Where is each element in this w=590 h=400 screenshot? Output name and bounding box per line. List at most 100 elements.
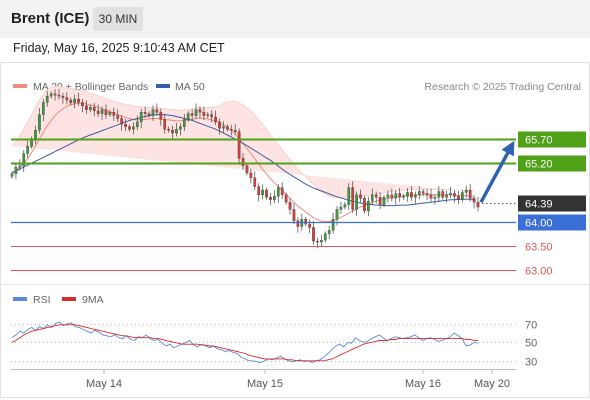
candle (312, 227, 315, 242)
x-axis-ticks: May 14 May 15 May 16 May 20 (86, 369, 510, 390)
title-bar: Brent (ICE) 30 MIN (0, 0, 590, 38)
candle (265, 189, 268, 198)
candle (202, 112, 206, 116)
candle (120, 118, 123, 125)
candle (355, 194, 358, 210)
candle (249, 172, 253, 178)
rsi-9ma-line (11, 324, 478, 362)
x-tick-label-may-20: May 20 (474, 378, 510, 390)
candle (331, 219, 335, 231)
candle (135, 121, 139, 127)
candle (284, 194, 288, 203)
levels: 65.70 65.20 64.39 64.00 63.50 63.00 (11, 131, 586, 278)
candle (85, 105, 88, 110)
candle (128, 126, 131, 130)
legend-swatch-rsi (13, 297, 27, 301)
candle (104, 109, 108, 115)
candle (171, 130, 174, 134)
candle (292, 209, 296, 221)
candle (320, 239, 323, 243)
candle (394, 193, 398, 199)
ma50-line (11, 114, 475, 207)
rsi-legend: RSI 9MA (13, 294, 104, 306)
candle (472, 198, 476, 203)
candle (241, 158, 245, 166)
candle (457, 196, 460, 200)
x-tick-label-may-16: May 16 (405, 378, 441, 390)
candle (441, 191, 445, 198)
candle (233, 130, 237, 132)
candle (42, 102, 45, 115)
candle (363, 198, 366, 212)
candle (53, 93, 57, 96)
candle (273, 196, 276, 200)
candle (386, 194, 390, 198)
level-label-box-65-20 (518, 155, 586, 172)
candle (194, 109, 198, 116)
candle (139, 112, 143, 123)
candle (288, 202, 292, 210)
candle (453, 193, 456, 197)
candle (359, 194, 362, 199)
candle (65, 97, 69, 101)
candle (132, 126, 135, 130)
rsi-line (11, 321, 479, 364)
candle (269, 197, 272, 200)
legend-label-ma50: MA 50 (175, 81, 205, 93)
candle (108, 112, 112, 115)
candle (218, 121, 221, 129)
rsi-plot: 70 50 30 (11, 320, 537, 369)
candle (100, 109, 104, 114)
candle (182, 119, 186, 127)
candle (179, 126, 182, 130)
candle (296, 220, 300, 227)
candle (159, 112, 163, 120)
candle (406, 192, 409, 197)
candle (14, 166, 18, 175)
candle (339, 206, 343, 210)
level-label-box-65-70 (518, 131, 586, 148)
candle (167, 129, 170, 131)
price-legend: MA 20 + Bollinger Bands MA 50 Research ©… (13, 81, 581, 93)
candle (445, 194, 448, 198)
candle (370, 194, 374, 202)
candle (402, 196, 405, 198)
level-label-65-70: 65.70 (525, 135, 553, 147)
candle (222, 126, 225, 129)
candle (226, 126, 229, 130)
candle (92, 107, 96, 111)
candle (378, 197, 382, 205)
rsi-tick-label-50: 50 (525, 338, 537, 350)
candle (323, 233, 327, 241)
candle (69, 99, 73, 104)
candle (175, 129, 178, 134)
candle (163, 119, 167, 130)
legend-label-rsi: RSI (33, 294, 51, 306)
candle (421, 191, 425, 194)
candle (414, 194, 417, 198)
candle (367, 201, 370, 212)
candle (116, 115, 120, 119)
level-label-64-00: 64.00 (525, 218, 553, 230)
candle (437, 191, 441, 198)
candle (327, 230, 331, 234)
candle (468, 189, 472, 199)
candle (45, 95, 49, 103)
x-tick-label-may-15: May 15 (247, 378, 283, 390)
timestamp: Friday, May 16, 2025 9:10:43 AM CET (13, 41, 225, 55)
candle (304, 219, 308, 225)
level-label-63-00: 63.00 (525, 266, 553, 278)
candle (26, 146, 29, 154)
x-tick-label-may-14: May 14 (86, 378, 122, 390)
legend-swatch-9ma (62, 297, 76, 301)
candle (476, 202, 480, 208)
timeframe-button[interactable]: 30 MIN (93, 7, 143, 31)
candle (61, 95, 65, 98)
candle (374, 194, 378, 198)
level-label-64-39: 64.39 (525, 199, 553, 211)
candle (417, 191, 421, 196)
bollinger-band (11, 86, 475, 199)
level-label-65-20: 65.20 (525, 159, 553, 171)
candle (38, 114, 41, 131)
